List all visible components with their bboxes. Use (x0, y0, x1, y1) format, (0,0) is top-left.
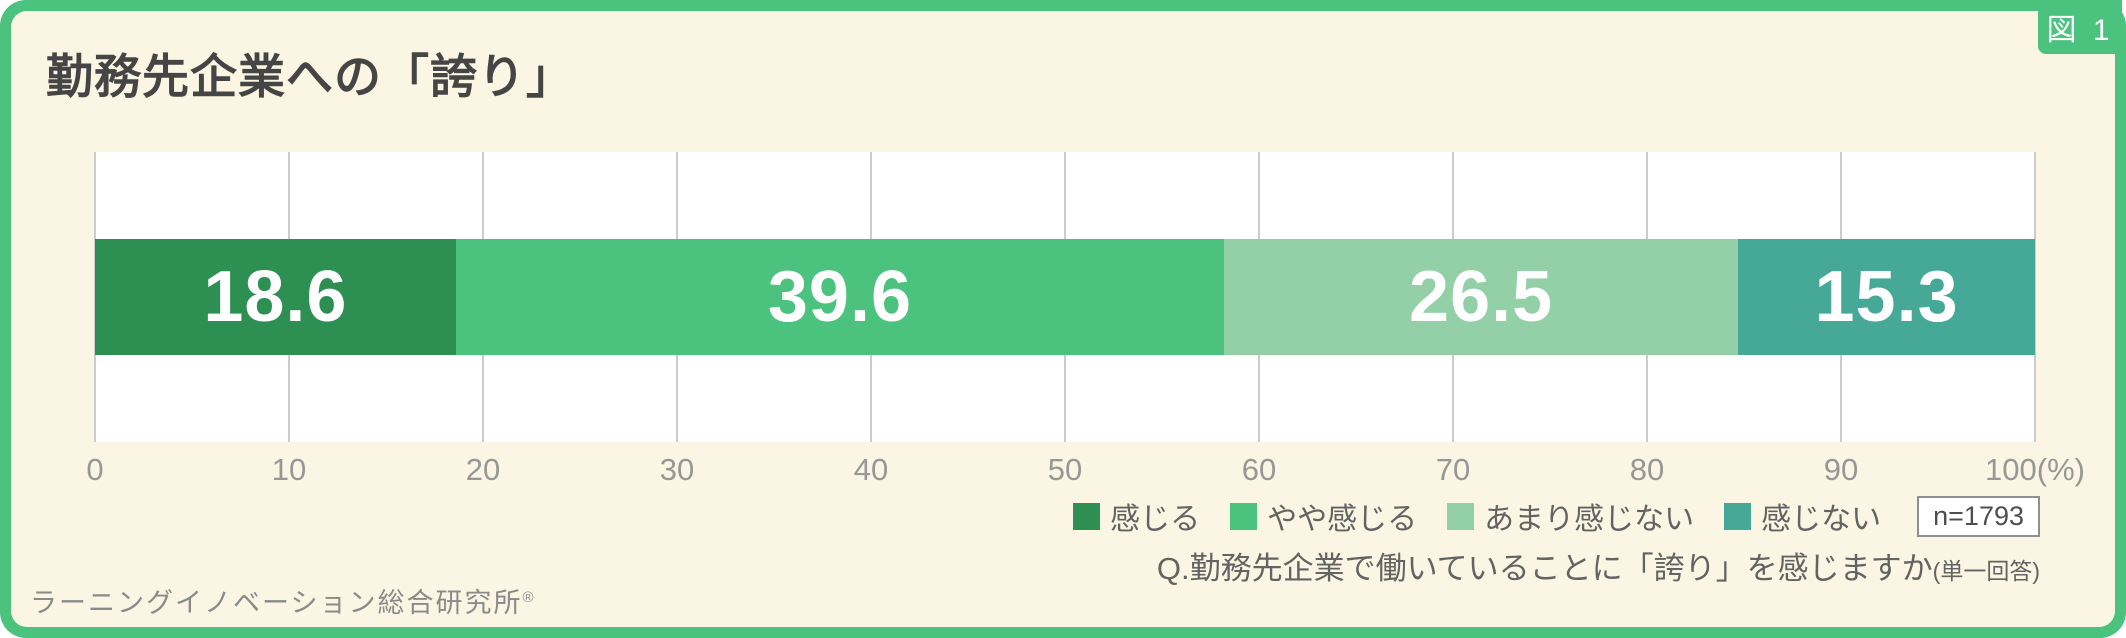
footer-brand: ラーニングイノベーション総合研究所® (30, 581, 536, 620)
question-suffix: (単一回答) (1932, 558, 2040, 584)
x-tick-label: 70 (1435, 452, 1471, 487)
footer-text: ラーニングイノベーション総合研究所 (30, 588, 523, 618)
bar-segment-3: 15.3 (1738, 239, 2035, 355)
x-axis: 0 10 20 30 40 50 60 70 80 90 100(%) (86, 452, 2085, 492)
legend-label: 感じない (1761, 503, 1882, 536)
x-tick-label: 100(%) (1985, 452, 2085, 487)
stacked-bar: 18.6 39.6 26.5 15.3 (95, 239, 2035, 355)
bar-value-label: 18.6 (203, 257, 348, 337)
legend-swatch-icon (1073, 502, 1101, 530)
bar-value-label: 39.6 (767, 257, 913, 337)
bar-segment-0: 18.6 (95, 239, 456, 355)
x-tick-label: 90 (1823, 452, 1859, 487)
x-tick-label: 40 (853, 452, 889, 487)
bar-value-label: 15.3 (1814, 257, 1959, 337)
x-tick-label: 60 (1241, 452, 1277, 487)
page-title: 勤務先企業への「誇り」 (46, 50, 574, 103)
legend-swatch-icon (1230, 502, 1258, 530)
legend-item-0: 感じる (1073, 494, 1200, 538)
legend-item-1: やや感じる (1230, 494, 1417, 538)
legend-label: あまり感じない (1484, 503, 1695, 536)
x-tick-label: 10 (271, 452, 307, 487)
legend-item-3: 感じない (1724, 494, 1881, 538)
x-tick-label: 30 (659, 452, 695, 487)
question-text: Q.勤務先企業で働いていることに「誇り」を感じますか(単一回答) (1157, 543, 2040, 588)
bar-value-label: 26.5 (1409, 257, 1554, 337)
x-tick-label: 0 (86, 452, 104, 487)
sample-size-badge: n=1793 (1917, 495, 2040, 537)
legend-label: 感じる (1110, 503, 1201, 536)
plot-area: 18.6 39.6 26.5 15.3 (94, 152, 2036, 442)
x-tick-label: 20 (465, 452, 501, 487)
figure-number-label: 図 1 (2046, 14, 2114, 47)
gridline (2034, 152, 2036, 442)
x-tick-label: 50 (1047, 452, 1083, 487)
legend-label: やや感じる (1267, 503, 1418, 536)
legend: 感じる やや感じる あまり感じない 感じない n=1793 (1073, 494, 2040, 538)
legend-swatch-icon (1447, 502, 1475, 530)
legend-item-2: あまり感じない (1447, 494, 1694, 538)
registered-mark-icon: ® (522, 589, 536, 606)
legend-swatch-icon (1724, 502, 1752, 530)
question-main: Q.勤務先企業で働いていることに「誇り」を感じますか (1156, 551, 1933, 586)
bar-segment-2: 26.5 (1224, 239, 1739, 355)
x-tick-label: 80 (1629, 452, 1665, 487)
bar-segment-1: 39.6 (455, 239, 1225, 355)
figure-number-tab: 図 1 (2038, 0, 2122, 54)
